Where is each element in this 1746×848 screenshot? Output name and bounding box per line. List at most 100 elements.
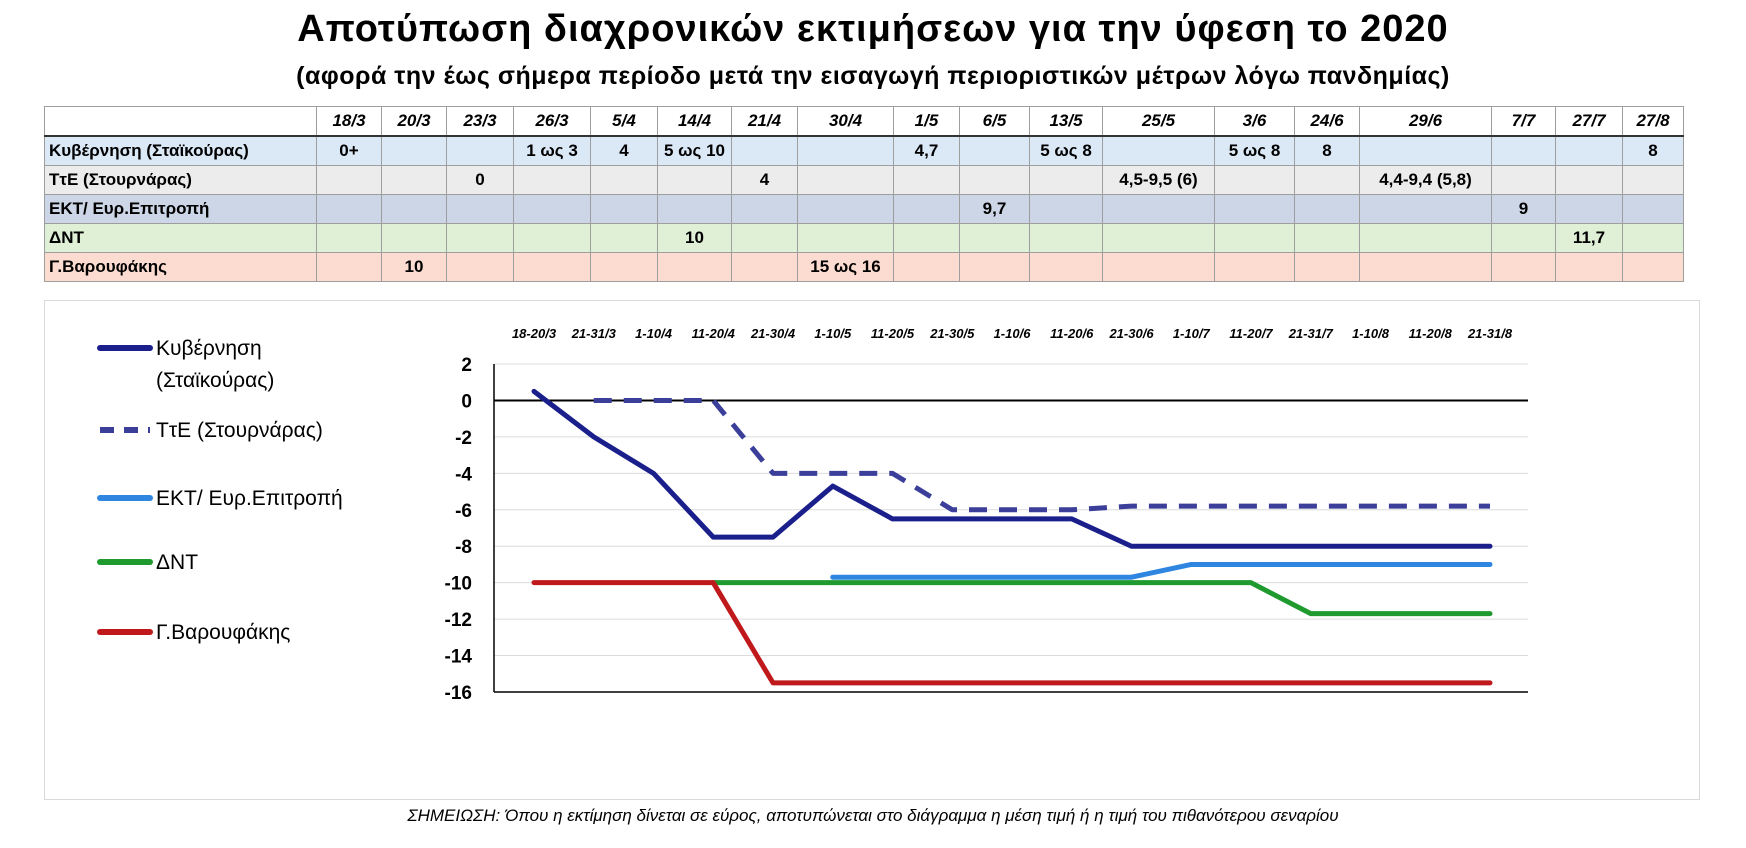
- table-cell: 5 ως 8: [1029, 135, 1103, 166]
- table-cell: [1214, 223, 1295, 253]
- table-cell: [1622, 165, 1684, 195]
- table-cell: 5 ως 10: [657, 135, 732, 166]
- table-cell: 4,4-9,4 (5,8): [1359, 165, 1492, 195]
- legend-label: ΔΝΤ: [156, 551, 198, 574]
- table-cell: [1102, 252, 1215, 282]
- table-date-header: 3/6: [1214, 106, 1295, 137]
- series-line: [830, 561, 1493, 580]
- table-cell: 10: [381, 252, 447, 282]
- table-date-header: 14/4: [657, 106, 732, 137]
- table-date-header: 25/5: [1102, 106, 1215, 137]
- series-line: [531, 580, 1493, 686]
- series-line: [593, 397, 1490, 513]
- table-cell: [1491, 252, 1556, 282]
- legend-label: (Σταϊκούρας): [156, 369, 274, 392]
- table-cell: [797, 194, 894, 224]
- table-cell: [1294, 252, 1360, 282]
- table-cell: [1491, 223, 1556, 253]
- table-cell: [446, 223, 514, 253]
- table-cell: [446, 135, 514, 166]
- x-tick-label: 1-10/7: [1173, 326, 1211, 341]
- chart-panel: [44, 300, 1700, 800]
- table-cell: [590, 165, 658, 195]
- table-row: Γ.Βαρουφάκης 10 15 ως 16: [44, 252, 1684, 282]
- series-line: [710, 580, 1493, 617]
- table-header-row: 18/3 20/3 23/3 26/3 5/4 14/4 21/4 30/4 1/5 6/5 13/…: [44, 106, 1684, 137]
- table-cell: [1359, 135, 1492, 166]
- table-cell: [1555, 252, 1623, 282]
- y-tick-label: -16: [445, 683, 472, 704]
- legend-label: Γ.Βαρουφάκης: [156, 621, 290, 644]
- footnote: ΣΗΜΕΙΩΣΗ: Όπου η εκτίμηση δίνεται σε εύρ…: [407, 806, 1339, 825]
- x-tick-label: 11-20/5: [871, 326, 915, 341]
- table-cell: [1555, 165, 1623, 195]
- table-cell: [1029, 252, 1103, 282]
- table-row-label: ΕΚΤ/ Ευρ.Επιτροπή: [44, 194, 317, 224]
- table-cell: [316, 252, 382, 282]
- table-row-label: ΤτΕ (Στουρνάρας): [44, 165, 317, 195]
- table-cell: [1214, 252, 1295, 282]
- table-cell: [1029, 165, 1103, 195]
- table-cell: [1029, 194, 1103, 224]
- table-date-header: 7/7: [1491, 106, 1556, 137]
- table-date-header: 29/6: [1359, 106, 1492, 137]
- table-cell: [1555, 194, 1623, 224]
- y-tick-label: -12: [445, 610, 472, 631]
- table-cell: [381, 194, 447, 224]
- table-cell: [1102, 135, 1215, 166]
- table-corner-cell: [44, 106, 317, 137]
- table-cell: [893, 165, 960, 195]
- table-cell: 4: [590, 135, 658, 166]
- table-cell: [731, 135, 798, 166]
- table-cell: [731, 194, 798, 224]
- table-cell: [1102, 223, 1215, 253]
- x-tick-label: 21-30/4: [750, 326, 796, 341]
- table-date-header: 6/5: [959, 106, 1030, 137]
- table-cell: [1555, 135, 1623, 166]
- table-cell: [797, 165, 894, 195]
- table-date-header: 27/7: [1555, 106, 1623, 137]
- x-tick-label: 1-10/8: [1352, 326, 1390, 341]
- table-cell: [959, 165, 1030, 195]
- table-cell: [657, 165, 732, 195]
- table-cell: [513, 252, 591, 282]
- table-cell: 0: [446, 165, 514, 195]
- y-tick-label: -6: [455, 501, 472, 522]
- table-cell: [893, 223, 960, 253]
- table-cell: [590, 252, 658, 282]
- table-cell: [1102, 194, 1215, 224]
- table-cell: [1359, 194, 1492, 224]
- table-cell: [1294, 223, 1360, 253]
- table-cell: 8: [1294, 135, 1360, 166]
- table-cell: [590, 223, 658, 253]
- table-cell: [513, 194, 591, 224]
- table-cell: 9,7: [959, 194, 1030, 224]
- table-cell: [893, 194, 960, 224]
- y-tick-label: -14: [445, 647, 473, 668]
- x-tick-label: 21-31/7: [1288, 326, 1334, 341]
- x-tick-label: 1-10/6: [994, 326, 1032, 341]
- y-tick-label: -2: [455, 428, 472, 449]
- table-cell: [316, 194, 382, 224]
- table-cell: [893, 252, 960, 282]
- y-tick-label: 2: [461, 355, 472, 376]
- table-cell: [1294, 165, 1360, 195]
- table-cell: 8: [1622, 135, 1684, 166]
- y-tick-label: -8: [455, 537, 472, 558]
- table-cell: [731, 223, 798, 253]
- x-tick-label: 1-10/5: [814, 326, 852, 341]
- table-cell: 11,7: [1555, 223, 1623, 253]
- table-date-header: 13/5: [1029, 106, 1103, 137]
- table-cell: [590, 194, 658, 224]
- table-cell: [1214, 165, 1295, 195]
- x-tick-label: 21-30/6: [1108, 326, 1154, 341]
- table-cell: [446, 194, 514, 224]
- table-date-header: 27/8: [1622, 106, 1684, 137]
- table-cell: 0+: [316, 135, 382, 166]
- table-cell: [1622, 252, 1684, 282]
- table-cell: [731, 252, 798, 282]
- table-cell: 4,7: [893, 135, 960, 166]
- table-date-header: 23/3: [446, 106, 514, 137]
- table-cell: 4: [731, 165, 798, 195]
